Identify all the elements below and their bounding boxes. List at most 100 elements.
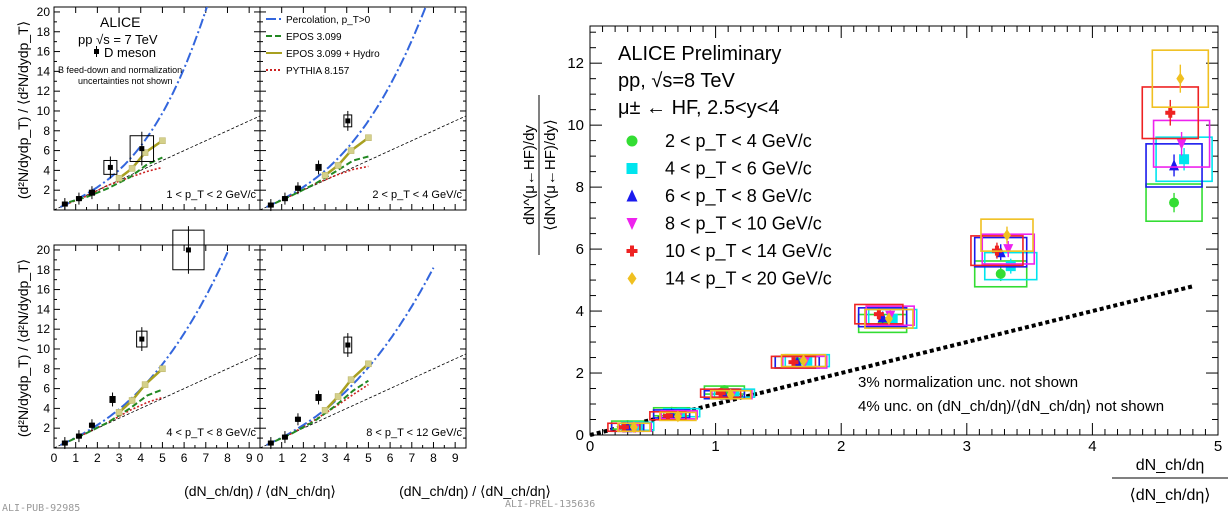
hydro-band xyxy=(128,165,136,172)
epos-curve xyxy=(274,379,369,443)
x-tick-label: 1 xyxy=(278,451,285,465)
data-point xyxy=(62,440,68,446)
epos-hydro-curve xyxy=(118,367,164,414)
right-y-tick-label: 4 xyxy=(576,303,584,320)
data-point xyxy=(107,164,113,170)
hydro-band xyxy=(334,162,342,169)
percolation-curve xyxy=(266,7,427,208)
right-x-tick-label: 0 xyxy=(586,438,594,455)
syst-box xyxy=(865,305,915,327)
note-line2: uncertainties not shown xyxy=(78,76,173,86)
legend-label: PYTHIA 8.157 xyxy=(286,66,350,77)
particle-label: D meson xyxy=(104,45,156,60)
data-point-triangle-down xyxy=(1176,138,1187,150)
hydro-band xyxy=(347,147,355,154)
right-y-tick-label: 10 xyxy=(567,117,584,134)
y-tick-label: 2 xyxy=(43,421,50,435)
percolation-curve xyxy=(266,267,435,446)
data-point-triangle-up xyxy=(626,189,638,202)
y-tick-label: 8 xyxy=(43,362,50,376)
x-tick-label: 8 xyxy=(430,451,437,465)
x-tick-label: 9 xyxy=(246,451,253,465)
right-figure-tag: ALI-PREL-135636 xyxy=(505,499,595,510)
x-tick-label: 4 xyxy=(343,451,350,465)
y-tick-label: 4 xyxy=(43,163,50,177)
data-point-cross xyxy=(1165,107,1176,118)
x-tick-label: 4 xyxy=(137,451,144,465)
cross-v xyxy=(621,422,626,433)
right-y-tick-label: 6 xyxy=(576,241,584,258)
data-point-triangle-down xyxy=(1003,244,1014,256)
x-tick-label: 3 xyxy=(322,451,329,465)
x-tick-label: 6 xyxy=(181,451,188,465)
x-tick-label: 8 xyxy=(224,451,231,465)
model-legend: Percolation, p_T>0 EPOS 3.099 EPOS 3.099 +… xyxy=(266,15,380,77)
cross-v xyxy=(665,410,670,421)
y-tick-label: 14 xyxy=(37,64,51,78)
x-tick-label: 5 xyxy=(365,451,372,465)
data-point xyxy=(76,196,82,202)
panel-frame xyxy=(53,244,261,449)
right-x-tick-label: 5 xyxy=(1214,438,1222,455)
hydro-band xyxy=(365,134,372,141)
hydro-band xyxy=(347,376,355,383)
syst-box xyxy=(854,303,904,325)
right-title-line1: ALICE Preliminary xyxy=(618,43,781,65)
legend-label: EPOS 3.099 + Hydro xyxy=(286,49,380,60)
epos-curve xyxy=(68,156,163,204)
data-point-cross xyxy=(618,422,629,433)
legend-label: 10 < p_T < 14 GeV/c xyxy=(665,241,832,262)
legend-label: 14 < p_T < 20 GeV/c xyxy=(665,269,832,290)
x-tick-label: 3 xyxy=(116,451,123,465)
legend-label: 6 < p_T < 8 GeV/c xyxy=(665,186,812,207)
data-point-cross xyxy=(873,309,884,320)
epos-hydro-curve xyxy=(324,362,370,412)
y-tick-label: 12 xyxy=(37,322,51,336)
y-tick-label: 4 xyxy=(43,401,50,415)
data-point-diamond xyxy=(884,312,893,325)
y-tick-label: 10 xyxy=(37,104,51,118)
left-x-axis-label-2: (dN_ch/dη) / ⟨dN_ch/dη⟩ xyxy=(399,483,551,499)
x-tick-label: 9 xyxy=(452,451,459,465)
data-point xyxy=(316,394,322,400)
y-tick-label: 10 xyxy=(37,342,51,356)
hydro-band xyxy=(141,381,149,388)
data-point xyxy=(62,201,68,207)
right-y-axis-label: dN^(μ←HF)/dy ⟨dN^(μ←HF)/dy⟩ xyxy=(521,95,559,255)
x-tick-label: 7 xyxy=(202,451,209,465)
data-point xyxy=(282,196,288,202)
legend-label: Percolation, p_T>0 xyxy=(286,15,371,26)
legend-entry-3: 6 < p_T < 8 GeV/c xyxy=(626,186,812,207)
data-point-square xyxy=(1179,154,1190,165)
syst-box xyxy=(1145,183,1203,223)
data-point-diamond xyxy=(799,354,808,367)
syst-box xyxy=(973,236,1028,268)
hydro-band xyxy=(321,172,329,179)
pythia-curve xyxy=(68,396,163,442)
syst-box xyxy=(864,308,914,329)
syst-box xyxy=(1151,49,1210,108)
data-point-diamond xyxy=(1176,72,1185,85)
syst-box xyxy=(980,218,1034,252)
left-y-axis-label-bottom: (d²N/dydp_T) / ⟨d²N/dydp_T⟩ xyxy=(15,259,31,437)
data-point xyxy=(139,146,145,152)
data-point-circle xyxy=(1169,197,1180,208)
left-x-axis-label: (dN_ch/dη) / ⟨dN_ch/dη⟩ xyxy=(184,483,336,499)
right-y-tick-label: 0 xyxy=(576,427,584,444)
data-point-cross xyxy=(788,357,799,368)
panel-pt-label: 4 < p_T < 8 GeV/c xyxy=(166,427,256,439)
right-x-tick-label: 2 xyxy=(837,438,845,455)
right-y-label-numerator: dN^(μ←HF)/dy xyxy=(521,125,538,225)
data-point-cross xyxy=(626,245,638,257)
data-point-diamond xyxy=(629,421,638,434)
data-point xyxy=(110,396,116,402)
y-tick-label: 16 xyxy=(37,45,51,59)
data-point-diamond xyxy=(627,272,637,285)
data-point xyxy=(89,190,95,196)
hydro-band xyxy=(159,137,166,144)
y-tick-label: 6 xyxy=(43,382,50,396)
data-point xyxy=(282,434,288,440)
percolation-curve xyxy=(60,251,229,446)
panel-frame xyxy=(259,244,467,449)
legend-label: 4 < p_T < 6 GeV/c xyxy=(665,159,812,180)
